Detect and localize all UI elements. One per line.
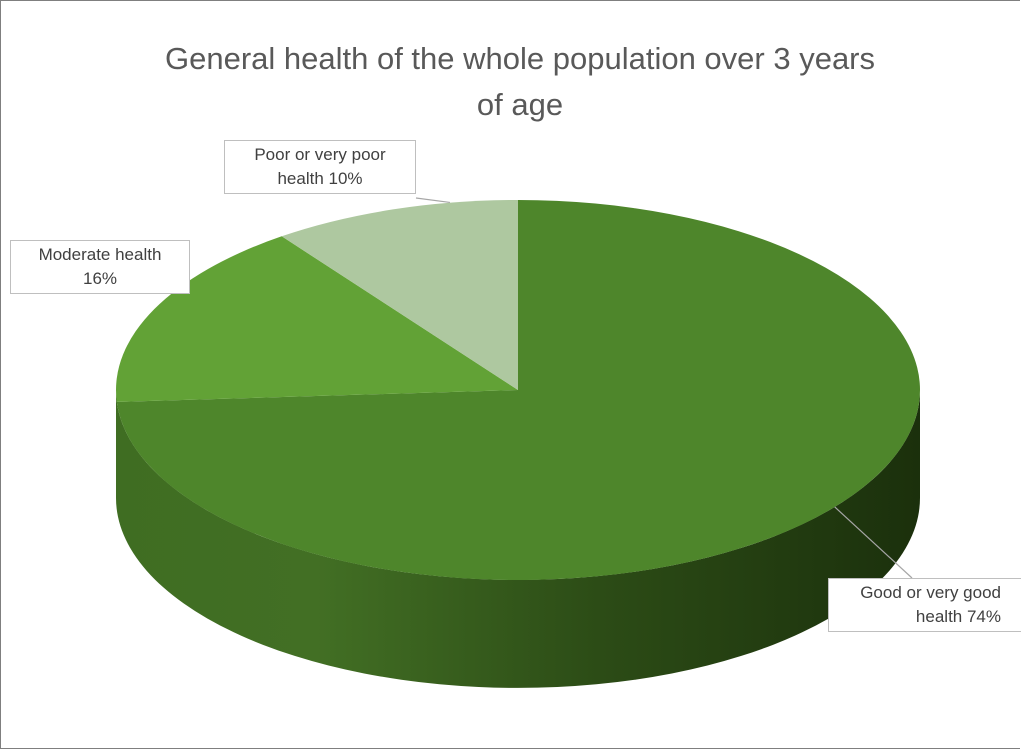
chart-title: General health of the whole population o…: [90, 36, 950, 128]
pie-slice-moderate: [116, 236, 518, 402]
data-label-good-line-1: Good or very good: [860, 583, 1001, 602]
data-label-good-line-2: health 74%: [915, 607, 1001, 626]
chart-title-line-1: General health of the whole population o…: [164, 41, 876, 76]
pie-side-wall-good-health: [116, 390, 920, 688]
chart-title-line-2: of age: [476, 87, 564, 122]
data-label-moderate-line-2: 16%: [82, 269, 118, 288]
data-label-good-health: Good or very good health 74%: [828, 578, 1021, 632]
leader-line-poor-health: [415, 197, 451, 204]
data-label-moderate-health: Moderate health 16%: [10, 240, 190, 294]
data-label-poor-line-1: Poor or very poor: [254, 145, 386, 164]
pie-slice-good: [116, 200, 920, 580]
pie-side-wall: [116, 390, 920, 688]
pie-slice-poor: [281, 200, 518, 390]
label-leader-lines: [415, 197, 913, 579]
pie-top-slices: [116, 200, 920, 580]
leader-line-good-health: [834, 506, 913, 579]
data-label-poor-line-2: health 10%: [277, 169, 363, 188]
data-label-moderate-line-1: Moderate health: [38, 245, 162, 264]
data-label-poor-health: Poor or very poor health 10%: [224, 140, 416, 194]
